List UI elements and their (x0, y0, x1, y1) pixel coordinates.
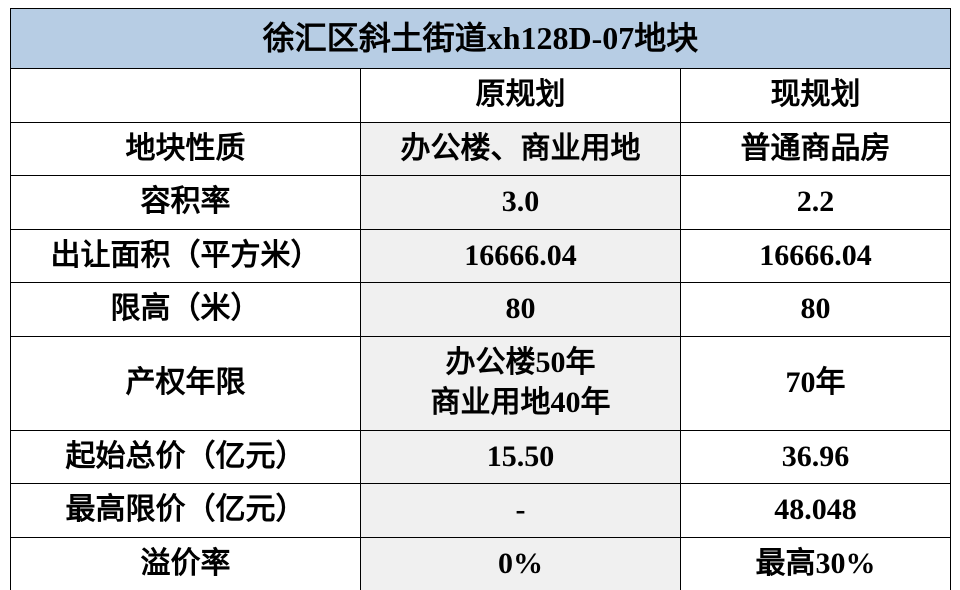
table-row: 溢价率0%最高30% (11, 537, 951, 590)
table-row: 最高限价（亿元）-48.048 (11, 484, 951, 538)
row-value-original: 0% (361, 537, 681, 590)
header-blank (11, 69, 361, 123)
row-label: 出让面积（平方米） (11, 229, 361, 283)
header-col-current: 现规划 (681, 69, 951, 123)
row-label: 溢价率 (11, 537, 361, 590)
row-value-current: 2.2 (681, 176, 951, 230)
table-title: 徐汇区斜土街道xh128D-07地块 (11, 9, 951, 69)
row-value-current: 48.048 (681, 484, 951, 538)
table-row: 地块性质办公楼、商业用地普通商品房 (11, 122, 951, 176)
table-row: 起始总价（亿元）15.5036.96 (11, 430, 951, 484)
row-value-original: - (361, 484, 681, 538)
table-row: 限高（米）8080 (11, 283, 951, 337)
row-label: 容积率 (11, 176, 361, 230)
table-row: 出让面积（平方米）16666.0416666.04 (11, 229, 951, 283)
row-value-current: 36.96 (681, 430, 951, 484)
row-value-original: 80 (361, 283, 681, 337)
row-label: 地块性质 (11, 122, 361, 176)
row-label: 起始总价（亿元） (11, 430, 361, 484)
spreadsheet-table: 徐汇区斜土街道xh128D-07地块原规划现规划地块性质办公楼、商业用地普通商品… (0, 8, 960, 590)
row-value-current: 16666.04 (681, 229, 951, 283)
row-value-original: 16666.04 (361, 229, 681, 283)
row-value-original: 办公楼50年 商业用地40年 (361, 336, 681, 430)
row-value-current: 70年 (681, 336, 951, 430)
row-label: 最高限价（亿元） (11, 484, 361, 538)
row-value-original: 15.50 (361, 430, 681, 484)
row-value-current: 普通商品房 (681, 122, 951, 176)
title-row: 徐汇区斜土街道xh128D-07地块 (11, 9, 951, 69)
data-table: 徐汇区斜土街道xh128D-07地块原规划现规划地块性质办公楼、商业用地普通商品… (10, 8, 951, 590)
row-value-current: 最高30% (681, 537, 951, 590)
row-value-original: 办公楼、商业用地 (361, 122, 681, 176)
header-col-original: 原规划 (361, 69, 681, 123)
table-row: 容积率3.02.2 (11, 176, 951, 230)
row-value-current: 80 (681, 283, 951, 337)
table-row: 产权年限办公楼50年 商业用地40年70年 (11, 336, 951, 430)
row-value-original: 3.0 (361, 176, 681, 230)
row-label: 产权年限 (11, 336, 361, 430)
row-label: 限高（米） (11, 283, 361, 337)
header-row: 原规划现规划 (11, 69, 951, 123)
